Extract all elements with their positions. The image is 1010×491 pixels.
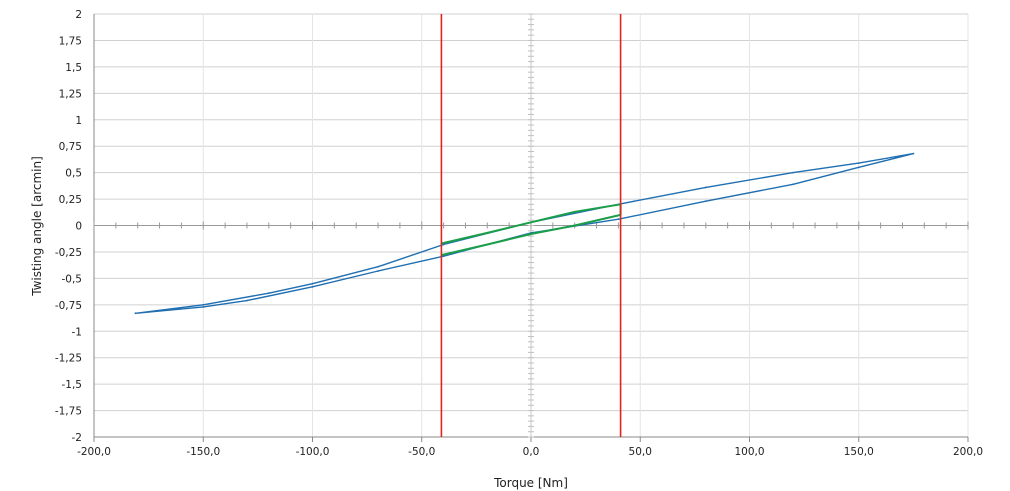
y-tick-label: -1,75 [55,406,82,418]
series-point [311,285,314,288]
series-point [573,210,576,213]
x-tick-label: 200,0 [953,446,983,458]
series-point [912,152,915,155]
y-tick-label: 1,5 [65,62,82,74]
y-tick-label: 1,25 [59,88,82,100]
series-point [202,306,205,308]
series-point [792,171,795,174]
series-point [704,200,707,203]
series-point [857,166,860,169]
series-line-1 [135,152,915,314]
tick-labels: 2 1,75 1,5 1,25 1 0,75 0,5 0,25 0 -0,25 -0,5 -0,75 -… [55,9,983,458]
x-tick-label: -100,0 [296,446,330,458]
series-point [377,270,379,272]
series-point [617,218,620,221]
series-point [573,224,576,227]
series-point [486,232,489,234]
y-tick-label: 2 [75,9,82,21]
x-axis-title: Torque [Nm] [493,476,568,490]
x-tick-label: 0,0 [523,446,540,458]
y-tick-label: -2 [72,432,82,444]
series-point [792,183,795,186]
y-tick-label: 1 [75,115,82,127]
series-point [530,233,532,235]
series-point [311,282,314,285]
series-point [267,292,270,295]
series-point [377,265,379,268]
x-tick-label: -50,0 [408,446,435,458]
x-tick-label: -200,0 [77,446,111,458]
series-point [486,243,489,246]
series-point [246,299,248,302]
y-tick-label: 0,5 [65,168,82,180]
y-tick-label: -0,5 [62,273,83,285]
y-axis-title: Twisting angle [arcmin] [30,156,44,297]
y-tick-label: -0,75 [55,300,82,312]
series-point [202,303,205,306]
series-layer [134,152,915,315]
x-tick-label: 150,0 [844,446,874,458]
axis-layer [93,13,969,442]
series-point [704,186,707,189]
y-tick-label: 0 [75,221,82,233]
y-tick-label: -1 [72,326,82,338]
reference-lines [440,14,622,437]
x-tick-label: 50,0 [629,446,652,458]
y-tick-label: 0,75 [59,141,82,153]
y-tick-label: 0,25 [59,194,82,206]
y-tick-label: -0,25 [55,247,82,259]
y-tick-label: 1,75 [59,35,82,47]
x-tick-label: -150,0 [186,446,220,458]
y-tick-label: -1,25 [55,353,82,365]
series-point [530,221,532,224]
y-tick-label: -1,5 [62,379,83,391]
x-tick-label: 100,0 [734,446,764,458]
series-point [857,162,860,165]
series-point [134,312,137,315]
